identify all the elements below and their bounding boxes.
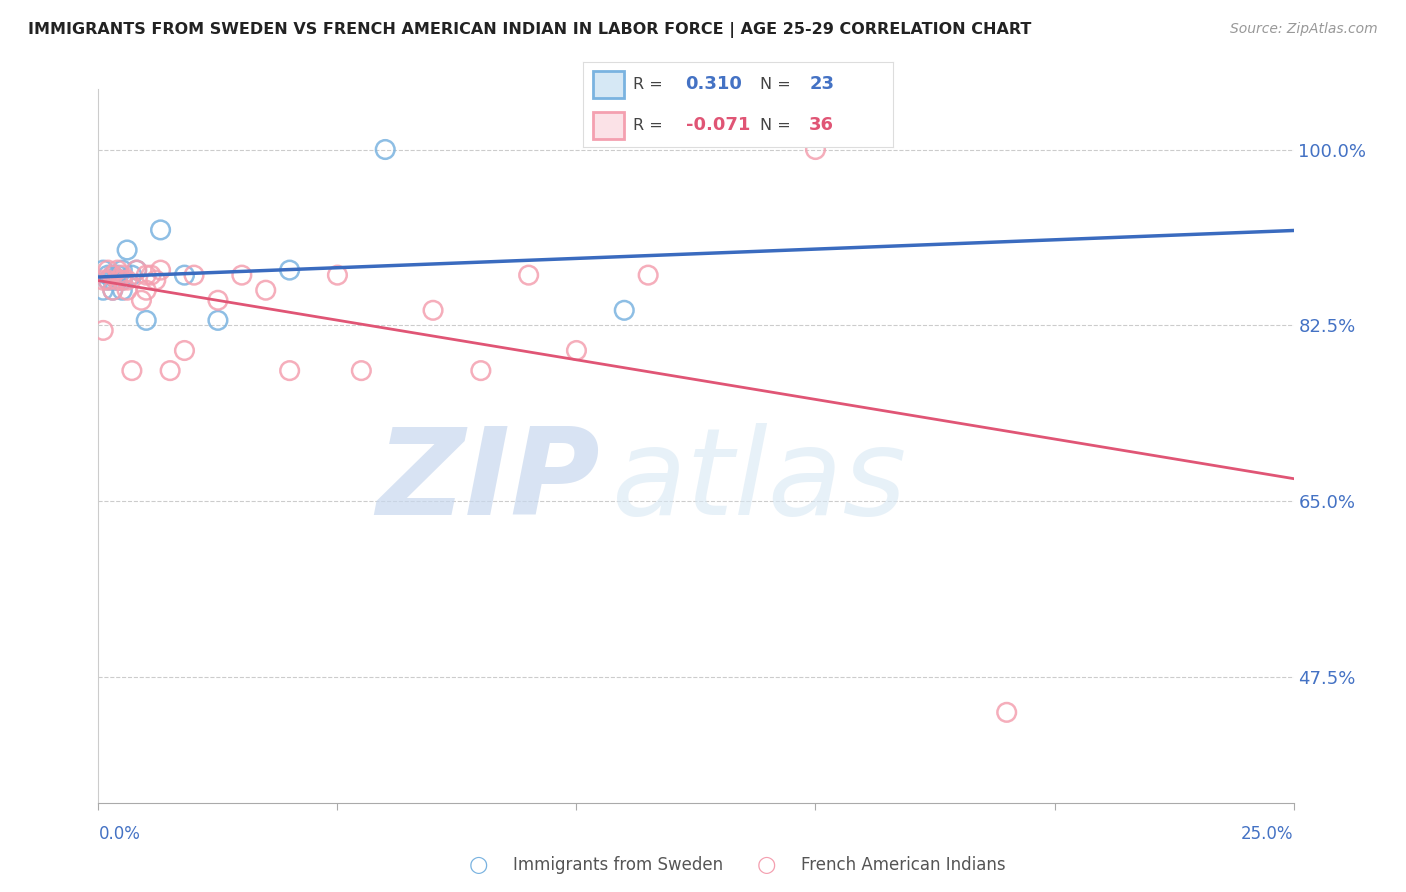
Point bbox=[135, 313, 157, 327]
Text: French American Indians: French American Indians bbox=[801, 856, 1007, 874]
Point bbox=[111, 273, 134, 287]
Point bbox=[278, 263, 301, 277]
Point bbox=[470, 363, 492, 377]
Text: N =: N = bbox=[759, 118, 796, 133]
Point bbox=[101, 283, 124, 297]
Point bbox=[107, 263, 129, 277]
Point bbox=[121, 363, 143, 377]
Point bbox=[207, 313, 229, 327]
Point bbox=[517, 268, 540, 282]
FancyBboxPatch shape bbox=[593, 71, 624, 98]
Point bbox=[278, 363, 301, 377]
Point bbox=[254, 283, 277, 297]
Text: ZIP: ZIP bbox=[377, 423, 600, 541]
Point bbox=[125, 263, 148, 277]
Text: 0.0%: 0.0% bbox=[98, 825, 141, 843]
Point bbox=[91, 263, 114, 277]
Text: Immigrants from Sweden: Immigrants from Sweden bbox=[513, 856, 723, 874]
Point bbox=[159, 363, 181, 377]
Point bbox=[422, 303, 444, 318]
Point bbox=[101, 268, 124, 282]
Point bbox=[107, 268, 129, 282]
Text: 23: 23 bbox=[810, 76, 834, 94]
Point bbox=[107, 273, 129, 287]
Point bbox=[183, 268, 205, 282]
Point bbox=[995, 706, 1018, 720]
Text: ○: ○ bbox=[468, 855, 488, 875]
Point bbox=[115, 273, 138, 287]
Point bbox=[149, 223, 172, 237]
Point bbox=[101, 283, 124, 297]
Text: N =: N = bbox=[759, 77, 796, 92]
Text: atlas: atlas bbox=[613, 423, 908, 541]
Point bbox=[145, 273, 167, 287]
Point bbox=[121, 268, 143, 282]
Text: R =: R = bbox=[633, 77, 668, 92]
Text: ○: ○ bbox=[756, 855, 776, 875]
Point bbox=[637, 268, 659, 282]
Point bbox=[350, 363, 373, 377]
Point bbox=[173, 268, 195, 282]
Point bbox=[135, 268, 157, 282]
Point bbox=[97, 273, 120, 287]
Point bbox=[131, 293, 153, 308]
Point bbox=[139, 268, 162, 282]
Point bbox=[115, 283, 138, 297]
Point bbox=[804, 143, 827, 157]
Point bbox=[135, 283, 157, 297]
Text: 25.0%: 25.0% bbox=[1241, 825, 1294, 843]
Text: Source: ZipAtlas.com: Source: ZipAtlas.com bbox=[1230, 22, 1378, 37]
Point bbox=[91, 323, 114, 337]
Point bbox=[111, 263, 134, 277]
Point bbox=[91, 283, 114, 297]
Point bbox=[613, 303, 636, 318]
Point bbox=[111, 283, 134, 297]
FancyBboxPatch shape bbox=[593, 112, 624, 139]
Point bbox=[97, 273, 120, 287]
Text: 0.310: 0.310 bbox=[686, 76, 742, 94]
Point bbox=[115, 243, 138, 257]
Text: IMMIGRANTS FROM SWEDEN VS FRENCH AMERICAN INDIAN IN LABOR FORCE | AGE 25-29 CORR: IMMIGRANTS FROM SWEDEN VS FRENCH AMERICA… bbox=[28, 22, 1032, 38]
Point bbox=[231, 268, 253, 282]
Text: -0.071: -0.071 bbox=[686, 116, 749, 134]
Point bbox=[111, 273, 134, 287]
Point bbox=[107, 273, 129, 287]
Point bbox=[326, 268, 349, 282]
Point bbox=[107, 273, 129, 287]
Point bbox=[125, 263, 148, 277]
Point bbox=[97, 263, 120, 277]
Point bbox=[374, 143, 396, 157]
Text: R =: R = bbox=[633, 118, 668, 133]
Point bbox=[101, 273, 124, 287]
Point bbox=[149, 263, 172, 277]
Point bbox=[91, 273, 114, 287]
Point bbox=[101, 268, 124, 282]
Point bbox=[111, 268, 134, 282]
Text: 36: 36 bbox=[810, 116, 834, 134]
Point bbox=[97, 268, 120, 282]
Point bbox=[565, 343, 588, 358]
Point bbox=[207, 293, 229, 308]
Point bbox=[173, 343, 195, 358]
